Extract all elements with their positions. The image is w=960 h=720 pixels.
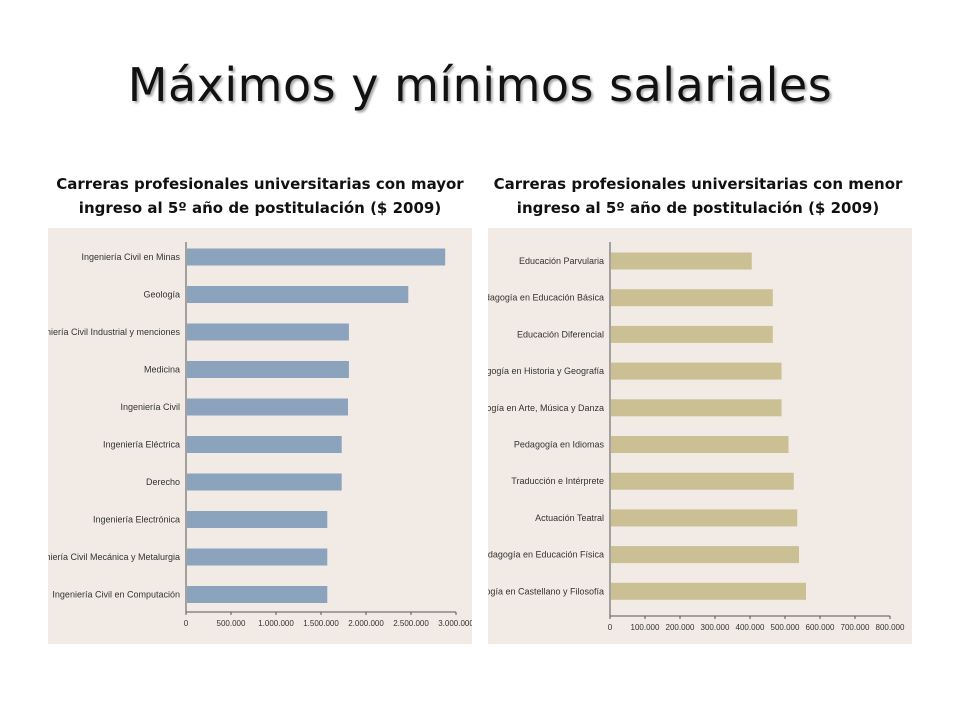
max-category-label: Derecho: [146, 477, 180, 487]
max-tick-label: 1.000.000: [258, 619, 294, 628]
min-bar: [611, 289, 773, 307]
min-tick-label: 200.000: [666, 623, 695, 632]
min-tick-label: 300.000: [701, 623, 730, 632]
max-tick-label: 500.000: [217, 619, 246, 628]
max-category-label: Medicina: [144, 365, 180, 375]
min-category-label: Actuación Teatral: [535, 513, 604, 523]
max-tick-label: 2.000.000: [348, 619, 384, 628]
max-tick-label: 2.500.000: [393, 619, 429, 628]
max-bar: [187, 548, 328, 566]
max-category-label: Ingeniería Civil Mecánica y Metalurgia: [48, 552, 180, 562]
min-tick-label: 0: [608, 623, 613, 632]
min-tick-label: 600.000: [806, 623, 835, 632]
max-bar: [187, 286, 409, 303]
max-category-label: Ingeniería Civil en Computación: [52, 590, 180, 600]
chart-title-max: Carreras profesionales universitarias co…: [56, 175, 464, 217]
min-bar: [611, 509, 798, 527]
max-bar: [187, 586, 328, 603]
max-category-label: Geología: [143, 290, 180, 300]
max-category-label: Ingeniería Civil en Minas: [81, 252, 180, 262]
min-bar: [611, 399, 782, 417]
min-category-label: Pedagogía en Educación Básica: [488, 293, 604, 303]
min-category-label: Pedagogía en Idiomas: [514, 440, 605, 450]
max-bar: [187, 511, 328, 528]
min-bar: [611, 325, 773, 343]
chart-title-min: Carreras profesionales universitarias co…: [493, 175, 903, 217]
min-category-label: Educación Diferencial: [517, 329, 604, 339]
max-bar: [187, 323, 349, 341]
min-category-label: Educación Parvularia: [519, 256, 604, 266]
max-category-label: Ingeniería Eléctrica: [103, 440, 180, 450]
min-bar: [611, 252, 752, 270]
max-bar: [187, 248, 446, 266]
min-bar: [611, 582, 806, 600]
min-category-label: Traducción e Intérprete: [511, 476, 604, 486]
min-category-label: Pedagogía en Educación Física: [488, 550, 604, 560]
min-category-label: Pedagogía en Historia y Geografía: [488, 366, 604, 376]
chart-panel-min: 0 100.000 200.000 300.000 400.000 500.000 600.…: [488, 228, 912, 644]
max-bar: [187, 361, 349, 378]
min-tick-label: 100.000: [631, 623, 660, 632]
max-bar: [187, 473, 342, 491]
min-tick-label: 800.000: [876, 623, 905, 632]
max-bar: [187, 436, 342, 453]
max-bar: [187, 398, 348, 416]
max-tick-label: 1.500.000: [303, 619, 339, 628]
max-category-label: Ingeniería Electrónica: [93, 515, 180, 525]
max-category-label: Ingeniería Civil Industrial y menciones: [48, 327, 180, 337]
min-tick-label: 500.000: [771, 623, 800, 632]
bar-chart-max: 0 500.000 1.000.000 1.500.000 2.000.000 2.500…: [48, 242, 472, 628]
bar-chart-min: 0 100.000 200.000 300.000 400.000 500.000 600.…: [488, 242, 905, 632]
chart-panel-max: 0 500.000 1.000.000 1.500.000 2.000.000 2.500…: [48, 228, 472, 644]
min-bar: [611, 436, 789, 453]
min-bar: [611, 546, 799, 564]
min-category-label: Pedagogía en Arte, Música y Danza: [488, 403, 604, 413]
min-category-label: Pedagogía en Castellano y Filosofía: [488, 586, 604, 596]
min-tick-label: 400.000: [736, 623, 765, 632]
max-category-label: Ingeniería Civil: [120, 402, 180, 412]
min-bar: [611, 472, 794, 490]
max-tick-label: 0: [184, 619, 189, 628]
min-bar: [611, 362, 782, 380]
min-tick-label: 700.000: [841, 623, 870, 632]
max-tick-label: 3.000.000: [438, 619, 472, 628]
slide-title: Máximos y mínimos salariales: [127, 58, 833, 112]
